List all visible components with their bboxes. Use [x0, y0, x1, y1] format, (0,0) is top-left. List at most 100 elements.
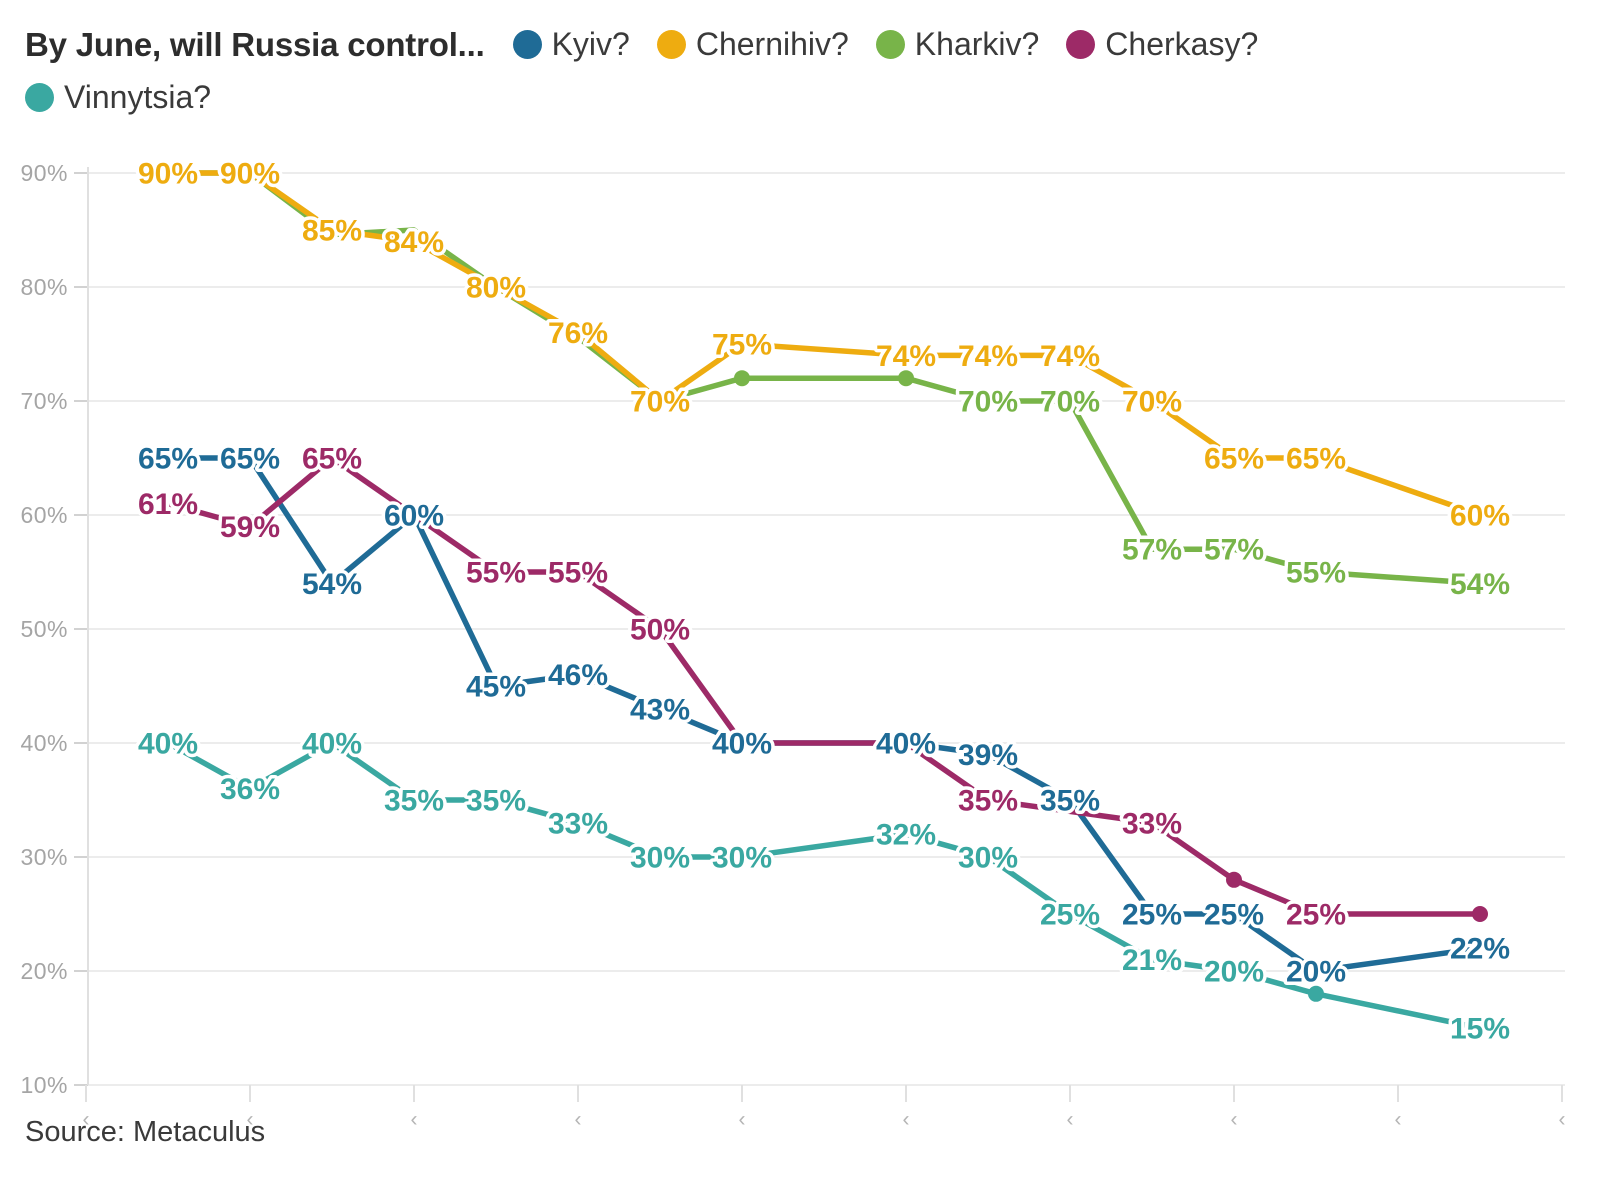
legend-item-vinnytsia: Vinnytsia? [25, 79, 211, 116]
value-label: 90% [220, 158, 280, 191]
value-label: 74% [1040, 340, 1100, 373]
value-label: 50% [630, 614, 690, 647]
value-label: 40% [302, 728, 362, 761]
value-labels: 70% 70% 57% 57% 55% 54% 90% 90% 85% 84% 80% 76% 70% 7… [134, 154, 1513, 1049]
chart-title: By June, will Russia control... [25, 25, 485, 63]
value-label: 74% [958, 340, 1018, 373]
data-point-dot [898, 370, 914, 387]
value-label: 65% [302, 443, 362, 476]
series-line-kyiv [165, 455, 1483, 974]
x-tick-glyph: ‹ [1231, 1108, 1238, 1131]
y-axis-label: 70% [20, 388, 68, 414]
value-label: 35% [1040, 785, 1100, 818]
y-axis-label: 90% [20, 160, 68, 186]
value-label: 35% [384, 785, 444, 818]
source-note: Source: Metaculus [25, 1116, 266, 1148]
value-label: 57% [1204, 534, 1264, 567]
value-label: 90% [138, 158, 198, 191]
value-label: 40% [712, 728, 772, 761]
value-label: 20% [1204, 956, 1264, 989]
value-label: 30% [630, 842, 690, 875]
legend-label-kharkiv: Kharkiv? [914, 26, 1040, 62]
x-tick-glyph: ‹ [1395, 1108, 1402, 1131]
y-axis-label: 40% [20, 730, 68, 756]
value-label: 65% [1286, 443, 1346, 476]
legend-item-kyiv: Kyiv? [512, 26, 630, 63]
value-label: 70% [1040, 386, 1100, 419]
legend-item-kharkiv: Kharkiv? [875, 26, 1040, 63]
x-tick-glyph: ‹ [739, 1108, 746, 1131]
value-label: 36% [220, 773, 280, 806]
value-label: 60% [384, 500, 444, 533]
x-axis-ticks: ‹ ‹ ‹ ‹ ‹ ‹ ‹ ‹ ‹ ‹ [83, 1085, 1566, 1131]
value-label: 65% [138, 443, 198, 476]
value-label: 46% [548, 659, 608, 692]
y-axis-label: 30% [20, 844, 68, 870]
series-line-chernihiv [165, 170, 1483, 518]
value-label: 43% [630, 693, 690, 726]
value-label: 35% [466, 785, 526, 818]
value-label: 54% [1450, 568, 1510, 601]
value-label: 70% [1122, 386, 1182, 419]
legend-label-chernihiv: Chernihiv? [695, 26, 849, 62]
value-label: 39% [958, 739, 1018, 772]
value-label: 45% [466, 671, 526, 704]
legend-label-vinnytsia: Vinnytsia? [64, 79, 212, 115]
value-label: 65% [1204, 443, 1264, 476]
value-label: 25% [1122, 899, 1182, 932]
y-axis-label: 10% [20, 1072, 68, 1098]
legend-dot-vinnytsia-icon [25, 83, 54, 112]
chart-header: By June, will Russia control... Kyiv? Ch… [25, 18, 1258, 124]
value-label: 32% [876, 819, 936, 852]
series-line-vinnytsia [165, 740, 1483, 1031]
value-label: 55% [548, 557, 608, 590]
legend-item-chernihiv: Chernihiv? [656, 26, 849, 63]
data-point-dot [1308, 985, 1324, 1002]
value-label: 30% [958, 842, 1018, 875]
y-axis-label: 80% [20, 274, 68, 300]
value-label: 25% [1204, 899, 1264, 932]
value-label: 54% [302, 568, 362, 601]
y-axis-label: 50% [20, 616, 68, 642]
value-label: 35% [958, 785, 1018, 818]
header-line-2: Vinnytsia? [25, 71, 1258, 124]
x-tick-glyph: ‹ [1067, 1108, 1074, 1131]
x-tick-glyph: ‹ [247, 1108, 254, 1131]
value-label: 25% [1040, 899, 1100, 932]
legend-dot-chernihiv-icon [656, 30, 686, 59]
x-tick-glyph: ‹ [83, 1108, 90, 1131]
series-line-cherkasy [165, 455, 1488, 922]
value-label: 65% [220, 443, 280, 476]
legend-item-cherkasy: Cherkasy? [1066, 26, 1258, 63]
value-label: 22% [1450, 933, 1510, 966]
legend-label-cherkasy: Cherkasy? [1105, 26, 1259, 62]
x-tick-glyph: ‹ [575, 1108, 582, 1131]
legend-dot-kyiv-icon [512, 30, 542, 59]
value-label: 40% [138, 728, 198, 761]
x-tick-glyph: ‹ [903, 1108, 910, 1131]
value-label: 20% [1286, 956, 1346, 989]
value-label: 61% [138, 488, 198, 521]
y-axis-label: 60% [20, 502, 68, 528]
x-tick-glyph: ‹ [411, 1108, 418, 1131]
value-label: 59% [220, 511, 280, 544]
value-label: 74% [876, 340, 936, 373]
value-label: 70% [630, 386, 690, 419]
y-axis-label: 20% [20, 958, 68, 984]
value-label: 75% [712, 329, 772, 362]
legend-label-kyiv: Kyiv? [551, 26, 630, 62]
value-label: 55% [466, 557, 526, 590]
value-label: 15% [1450, 1013, 1510, 1046]
value-label: 33% [548, 807, 608, 840]
data-point-dot [1472, 906, 1488, 922]
value-label: 40% [876, 728, 936, 761]
data-point-dot [1226, 871, 1242, 888]
header-line-1: By June, will Russia control... Kyiv? Ch… [25, 18, 1258, 71]
legend-dot-cherkasy-icon [1066, 30, 1096, 59]
value-label: 60% [1450, 500, 1510, 533]
data-point-dot [734, 370, 750, 387]
value-label: 57% [1122, 534, 1182, 567]
value-label: 76% [548, 317, 608, 350]
